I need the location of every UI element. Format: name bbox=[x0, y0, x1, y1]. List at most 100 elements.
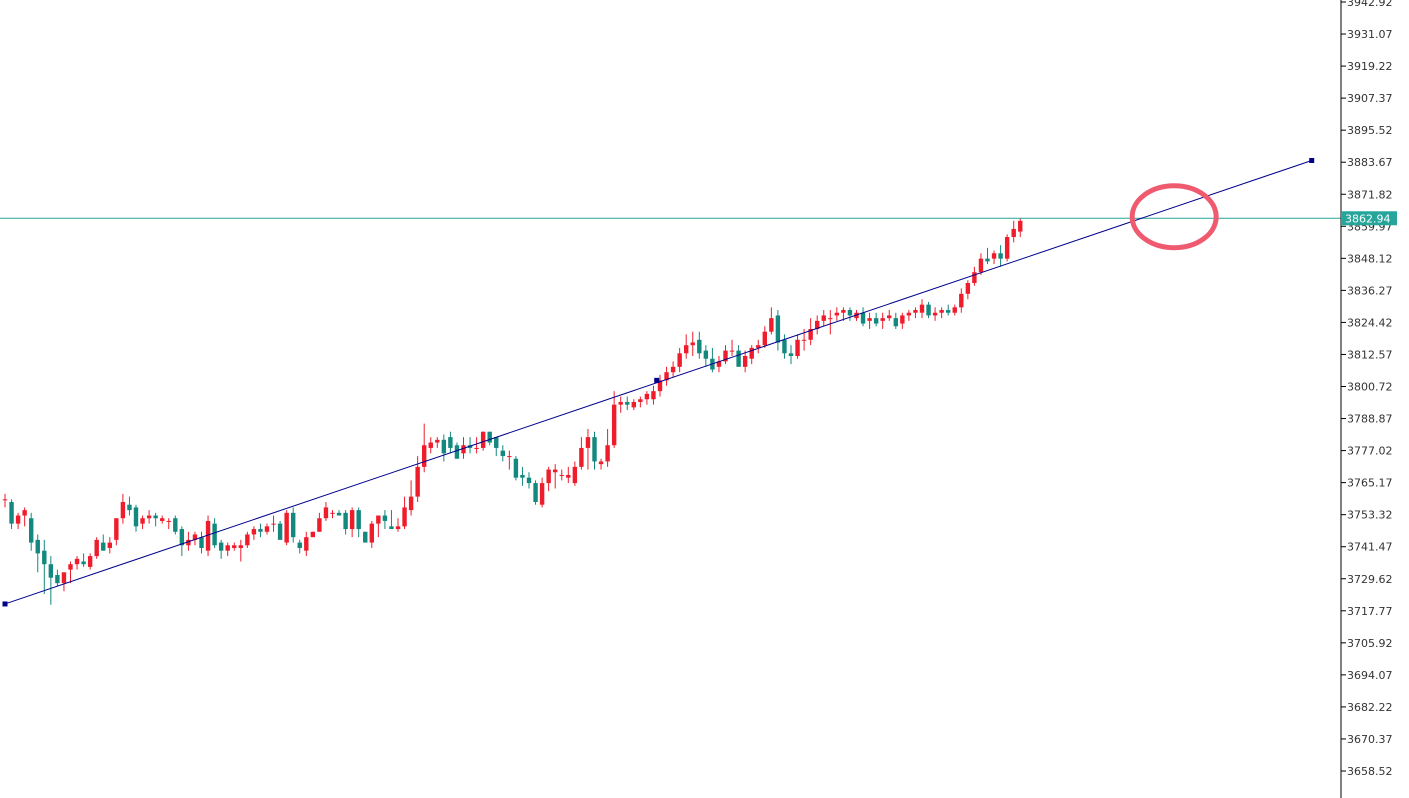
candle-body bbox=[1018, 220, 1023, 232]
candle-body bbox=[474, 447, 479, 449]
candle-bullish bbox=[317, 512, 322, 532]
price-tick-label: 3670.37 bbox=[1347, 733, 1393, 746]
candle-bullish bbox=[160, 515, 165, 524]
candle-body bbox=[461, 445, 466, 454]
candle-bullish bbox=[61, 572, 67, 592]
candle-body bbox=[448, 437, 453, 448]
candle-bullish bbox=[841, 307, 846, 321]
candle-body bbox=[245, 534, 250, 546]
trendline-anchor-handle[interactable] bbox=[1309, 158, 1315, 164]
candle-bullish bbox=[585, 429, 591, 470]
trendline-anchor-handle[interactable] bbox=[2, 601, 8, 607]
candle-bullish bbox=[94, 537, 99, 559]
candle-bearish bbox=[81, 553, 86, 567]
candle-bullish bbox=[369, 520, 374, 548]
candle-body bbox=[271, 523, 276, 525]
candle-body bbox=[133, 507, 139, 527]
candle-body bbox=[723, 350, 728, 362]
candle-body bbox=[893, 318, 898, 327]
candle-body bbox=[946, 310, 951, 313]
candle-bullish bbox=[913, 307, 918, 319]
candle-bullish bbox=[349, 507, 355, 538]
candle-bearish bbox=[441, 434, 447, 462]
price-tick-label: 3907.37 bbox=[1347, 92, 1393, 105]
candle-body bbox=[932, 312, 938, 316]
candle-body bbox=[480, 431, 486, 448]
candle-body bbox=[887, 315, 892, 319]
candle-bearish bbox=[893, 312, 898, 329]
chart-overlays bbox=[0, 158, 1341, 607]
candle-bearish bbox=[946, 304, 951, 316]
candle-body bbox=[22, 510, 27, 516]
candle-bullish bbox=[566, 466, 571, 484]
candle-body bbox=[566, 474, 571, 478]
candle-body bbox=[317, 518, 322, 532]
candle-body bbox=[815, 320, 820, 329]
candle-bearish bbox=[291, 507, 296, 543]
candle-bearish bbox=[873, 312, 879, 327]
price-tick-label: 3812.57 bbox=[1347, 348, 1393, 361]
candle-bearish bbox=[736, 345, 741, 367]
price-tick-label: 3765.17 bbox=[1347, 477, 1393, 490]
candle-body bbox=[205, 520, 211, 551]
candle-body bbox=[926, 304, 931, 316]
candle-body bbox=[310, 531, 316, 538]
candle-body bbox=[146, 515, 152, 519]
candle-body bbox=[87, 556, 93, 567]
candle-bullish bbox=[422, 423, 427, 473]
candle-body bbox=[81, 561, 86, 565]
candle-bearish bbox=[153, 512, 158, 527]
candle-bearish bbox=[363, 531, 368, 543]
current-price-tag bbox=[1342, 211, 1397, 226]
price-tick-label: 3895.52 bbox=[1347, 124, 1393, 137]
candle-body bbox=[598, 461, 604, 465]
candle-body bbox=[533, 483, 538, 503]
candle-bearish bbox=[847, 307, 853, 321]
candle-body bbox=[408, 496, 414, 511]
candle-body bbox=[363, 531, 368, 543]
candle-bullish bbox=[716, 355, 722, 373]
candle-body bbox=[513, 458, 519, 478]
candle-bullish bbox=[323, 502, 329, 521]
candle-body bbox=[638, 399, 643, 402]
candle-bullish bbox=[140, 515, 145, 530]
candle-body bbox=[703, 350, 709, 359]
candle-bullish bbox=[474, 437, 479, 454]
candle-body bbox=[454, 445, 460, 459]
trendline-anchor-handle[interactable] bbox=[654, 377, 660, 383]
candle-bullish bbox=[762, 326, 767, 348]
candle-bullish bbox=[376, 515, 381, 538]
candle-body bbox=[913, 310, 918, 313]
candle-body bbox=[9, 502, 14, 524]
candle-body bbox=[507, 456, 512, 458]
candle-body bbox=[258, 529, 263, 532]
price-tick-label: 3871.82 bbox=[1347, 188, 1393, 201]
candle-body bbox=[179, 529, 185, 546]
candle-body bbox=[395, 526, 401, 530]
price-tick-label: 3836.27 bbox=[1347, 284, 1393, 297]
candle-body bbox=[906, 312, 912, 316]
candle-bearish bbox=[336, 510, 342, 516]
candle-body bbox=[389, 526, 394, 530]
candle-bearish bbox=[998, 245, 1003, 267]
candle-bullish bbox=[932, 307, 938, 321]
candle-bullish bbox=[919, 299, 925, 319]
candle-body bbox=[94, 539, 99, 557]
candle-bearish bbox=[297, 539, 302, 554]
candle-body bbox=[769, 318, 774, 332]
candle-bearish bbox=[35, 534, 40, 573]
candle-bullish bbox=[959, 288, 964, 313]
candle-bearish bbox=[860, 307, 866, 327]
candle-bearish bbox=[782, 334, 787, 359]
candle-body bbox=[900, 315, 905, 324]
candle-body bbox=[919, 304, 925, 313]
candle-bullish bbox=[887, 310, 892, 321]
candle-body bbox=[304, 537, 309, 551]
candle-body bbox=[422, 445, 427, 467]
candle-body bbox=[153, 515, 158, 519]
candle-bearish bbox=[218, 539, 224, 559]
candle-bullish bbox=[330, 510, 335, 519]
candle-body bbox=[441, 439, 447, 454]
candle-bullish bbox=[1004, 234, 1010, 262]
candle-bullish bbox=[815, 315, 820, 335]
